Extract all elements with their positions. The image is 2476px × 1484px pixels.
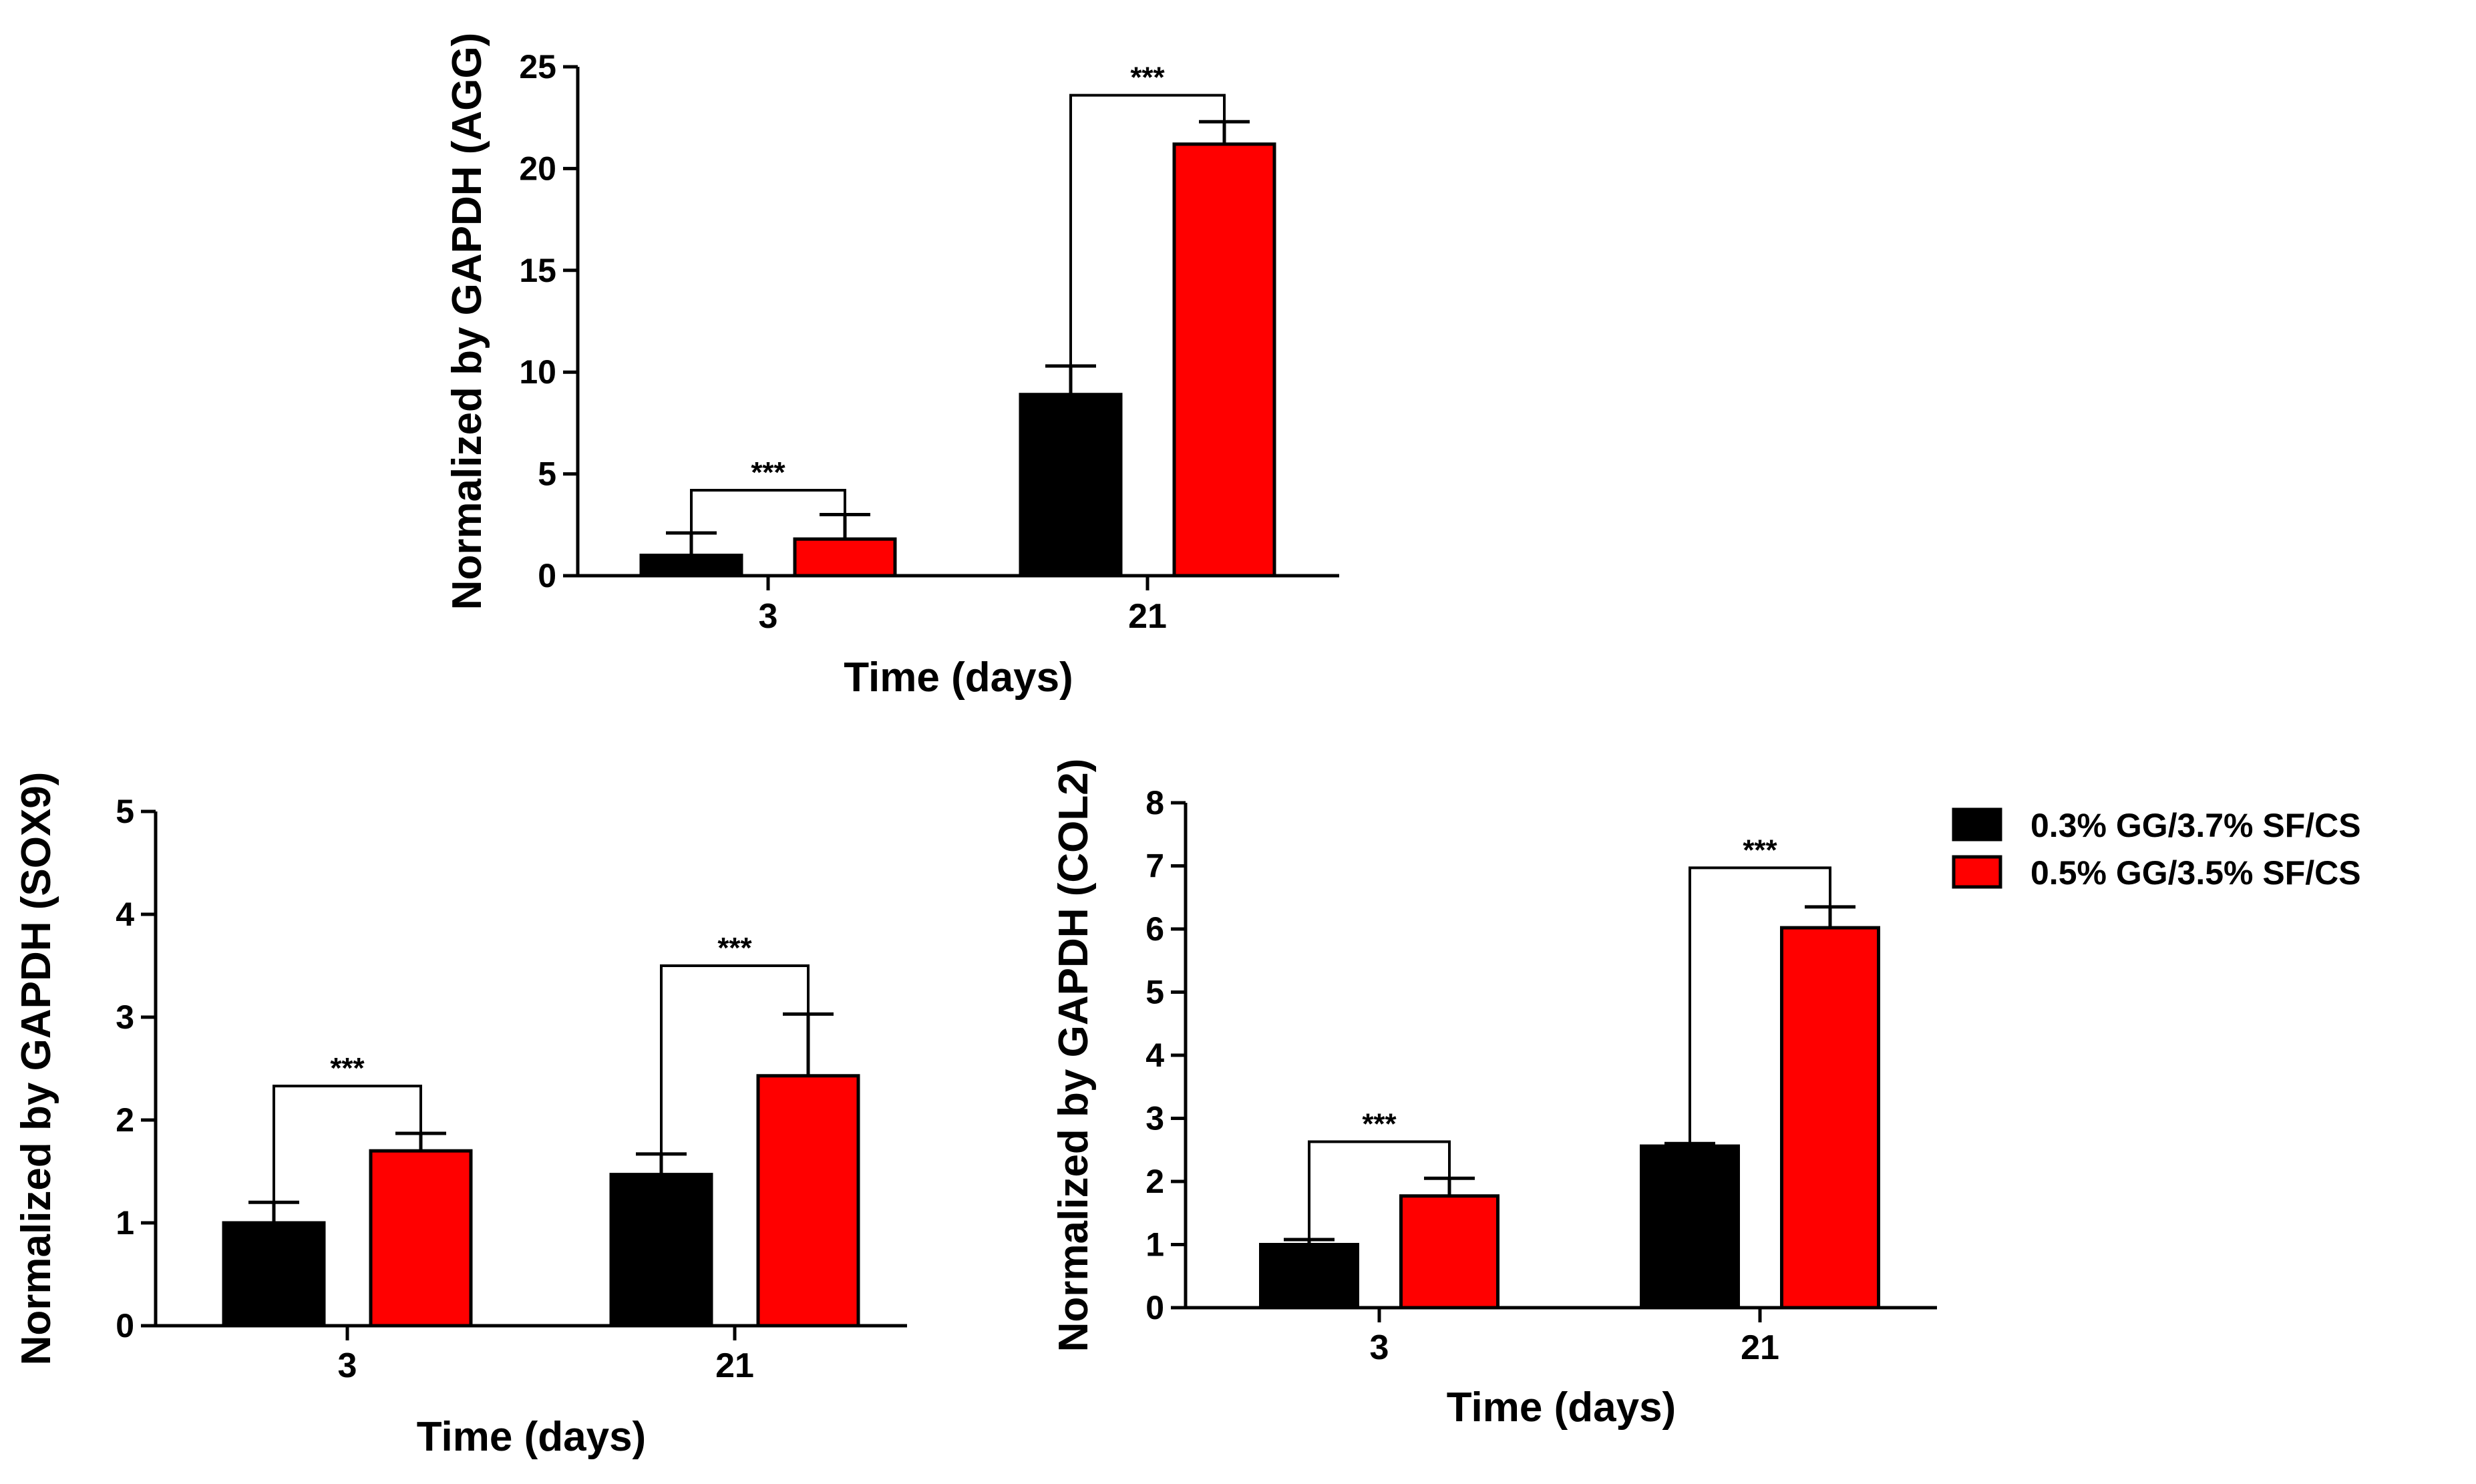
y-tick-label: 8: [1145, 784, 1164, 821]
bar: [1780, 926, 1880, 1310]
bar: [369, 1149, 473, 1328]
x-axis-title: Time (days): [417, 1414, 646, 1460]
x-tick-label: 3: [759, 597, 778, 636]
chart-col2: 0 1 2 3 4 5 6 7 8 3 21 *** *** Time (days) Normalized …: [1051, 759, 1937, 1431]
legend-swatch-1: [1952, 855, 2002, 889]
significance-bracket: [1069, 94, 1226, 367]
significance-bracket: [690, 488, 846, 533]
significance-label: ***: [717, 932, 752, 964]
bar: [1019, 393, 1123, 578]
y-tick-label: 10: [519, 353, 556, 391]
legend-label-0: 0.3% GG/3.7% SF/CS: [2030, 807, 2361, 844]
y-axis-title: Normalized by GAPDH (COL2): [1051, 759, 1097, 1352]
significance-bracket: [660, 964, 810, 1154]
y-tick-label: 1: [116, 1204, 134, 1242]
y-tick-label: 2: [116, 1101, 134, 1139]
y-axis-title: Normalized by GAPDH (AGG): [444, 33, 490, 610]
y-tick-label: 0: [538, 557, 556, 594]
y-tick-label: 5: [1145, 974, 1164, 1011]
bar: [1172, 142, 1276, 578]
y-tick-label: 20: [519, 150, 556, 187]
y-tick-label: 0: [116, 1307, 134, 1344]
bar: [639, 554, 743, 578]
bar: [609, 1173, 713, 1328]
x-axis-title: Time (days): [844, 655, 1073, 701]
y-tick-label: 4: [1145, 1037, 1164, 1074]
significance-label: ***: [751, 456, 785, 489]
bar: [1259, 1243, 1359, 1310]
chart-sox9: 0 1 2 3 4 5 3 21 *** *** Time (days) Normalized by …: [13, 772, 907, 1460]
x-axis-title: Time (days): [1447, 1384, 1676, 1431]
significance-label: ***: [1130, 61, 1165, 94]
bar: [1399, 1194, 1499, 1310]
significance-bracket: [1308, 1140, 1451, 1240]
y-tick-label: 15: [519, 252, 556, 289]
x-tick-label: 21: [1128, 597, 1167, 636]
y-tick-label: 0: [1145, 1289, 1164, 1326]
chart-agg: 0 5 10 15 20 25 3 21 *** *** Time (days) Normalized…: [444, 33, 1339, 701]
significance-label: ***: [1362, 1107, 1397, 1140]
y-axis-title: Normalized by GAPDH (SOX9): [13, 772, 59, 1366]
y-tick-label: 7: [1145, 848, 1164, 885]
y-tick-label: 6: [1145, 910, 1164, 948]
y-tick-label: 1: [1145, 1226, 1164, 1264]
bar: [222, 1221, 326, 1328]
legend-swatch-0: [1952, 807, 2002, 842]
significance-bracket: [1689, 866, 1831, 1144]
y-tick-label: 2: [1145, 1163, 1164, 1200]
x-tick-label: 3: [338, 1346, 357, 1385]
y-tick-label: 5: [116, 793, 134, 830]
x-tick-label: 21: [715, 1346, 754, 1385]
bar: [756, 1074, 860, 1328]
y-tick-label: 3: [116, 998, 134, 1036]
x-tick-label: 3: [1370, 1328, 1389, 1367]
y-tick-label: 5: [538, 455, 556, 493]
significance-label: ***: [330, 1052, 365, 1085]
bar: [793, 537, 897, 578]
y-tick-label: 3: [1145, 1100, 1164, 1137]
y-tick-label: 4: [116, 896, 134, 933]
legend: 0.3% GG/3.7% SF/CS 0.5% GG/3.5% SF/CS: [1952, 807, 2361, 892]
x-tick-label: 21: [1741, 1328, 1779, 1367]
y-tick-label: 25: [519, 48, 556, 85]
legend-label-1: 0.5% GG/3.5% SF/CS: [2030, 854, 2361, 892]
significance-bracket: [273, 1085, 422, 1203]
significance-label: ***: [1743, 833, 1777, 866]
bar: [1640, 1144, 1740, 1310]
